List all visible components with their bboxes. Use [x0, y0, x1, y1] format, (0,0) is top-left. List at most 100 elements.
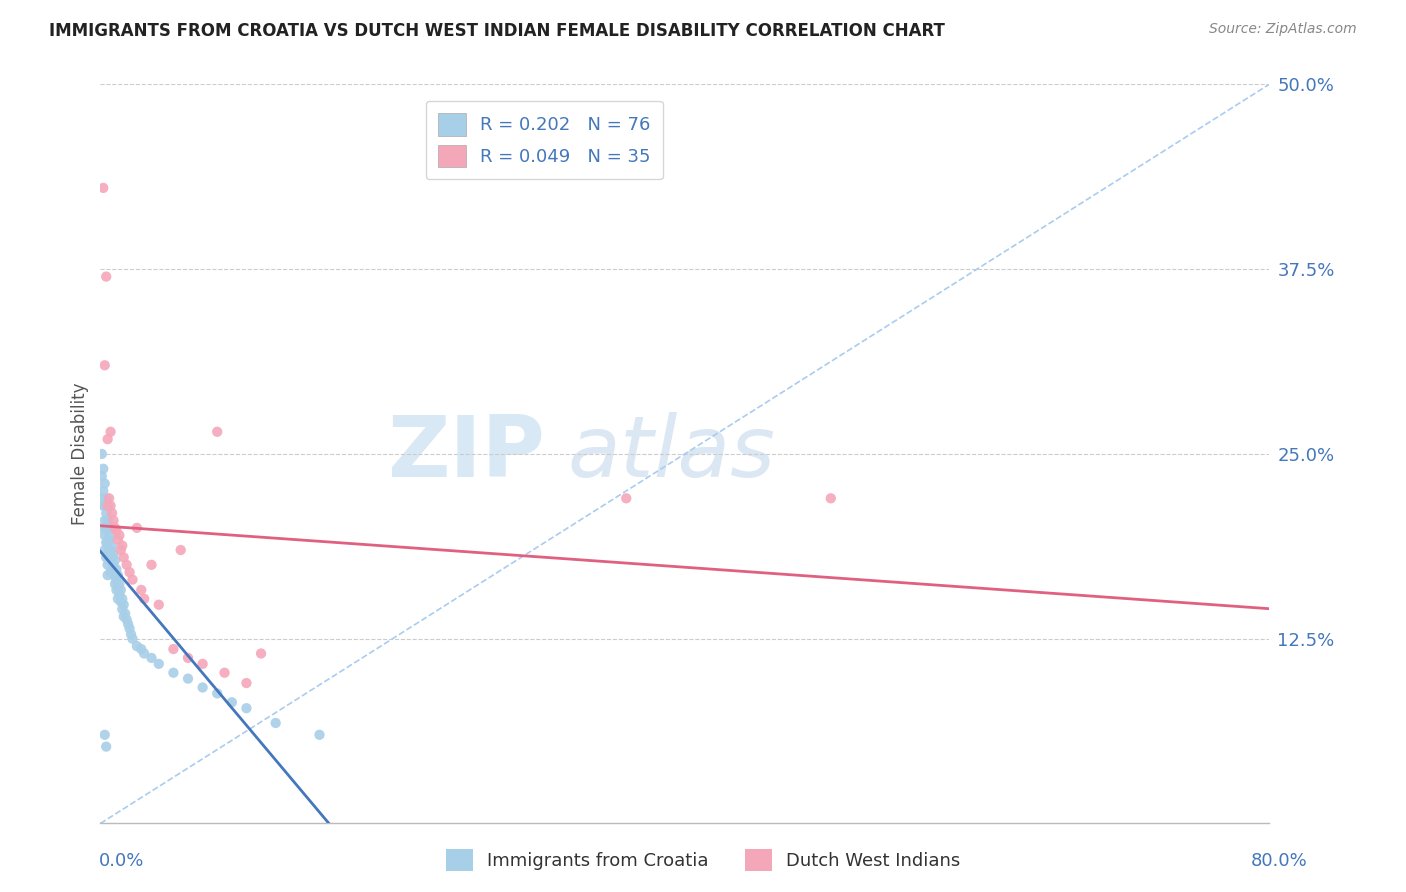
Point — [103, 568, 125, 582]
Point — [100, 553, 122, 567]
Point — [100, 543, 122, 558]
Text: IMMIGRANTS FROM CROATIA VS DUTCH WEST INDIAN FEMALE DISABILITY CORRELATION CHART: IMMIGRANTS FROM CROATIA VS DUTCH WEST IN… — [49, 22, 945, 40]
Point — [110, 543, 132, 558]
Point — [93, 359, 115, 373]
Point — [97, 548, 120, 562]
Point — [93, 728, 115, 742]
Point — [120, 627, 142, 641]
Point — [235, 701, 257, 715]
Point — [111, 602, 134, 616]
Point — [121, 632, 143, 646]
Point — [96, 739, 118, 754]
Point — [91, 499, 114, 513]
Point — [125, 521, 148, 535]
Point — [97, 568, 120, 582]
Point — [112, 598, 135, 612]
Point — [134, 591, 156, 606]
Point — [96, 491, 118, 506]
Point — [117, 616, 139, 631]
Point — [97, 499, 120, 513]
Point — [214, 665, 236, 680]
Point — [205, 686, 228, 700]
Point — [177, 672, 200, 686]
Point — [91, 521, 114, 535]
Point — [100, 499, 122, 513]
Point — [91, 181, 114, 195]
Point — [114, 607, 136, 621]
Point — [141, 651, 163, 665]
Point — [162, 642, 184, 657]
Point — [110, 582, 132, 597]
Point — [129, 642, 152, 657]
Point — [101, 539, 124, 553]
Point — [148, 657, 170, 671]
Text: atlas: atlas — [568, 412, 776, 495]
Point — [90, 447, 112, 461]
Point — [107, 533, 129, 547]
Point — [93, 543, 115, 558]
Point — [104, 577, 127, 591]
Point — [105, 524, 128, 538]
Point — [115, 558, 138, 572]
Point — [134, 647, 156, 661]
Point — [97, 524, 120, 538]
Point — [108, 528, 131, 542]
Point — [100, 425, 122, 439]
Point — [97, 432, 120, 446]
Point — [250, 647, 273, 661]
Point — [98, 533, 121, 547]
Point — [97, 499, 120, 513]
Point — [118, 621, 141, 635]
Point — [125, 639, 148, 653]
Point — [90, 469, 112, 483]
Point — [104, 565, 127, 579]
Point — [97, 513, 120, 527]
Text: 0.0%: 0.0% — [98, 852, 143, 870]
Point — [90, 491, 112, 506]
Point — [221, 695, 243, 709]
Point — [111, 591, 134, 606]
Point — [110, 595, 132, 609]
Point — [121, 573, 143, 587]
Point — [108, 577, 131, 591]
Point — [105, 562, 128, 576]
Legend: Immigrants from Croatia, Dutch West Indians: Immigrants from Croatia, Dutch West Indi… — [439, 842, 967, 879]
Legend: R = 0.202   N = 76, R = 0.049   N = 35: R = 0.202 N = 76, R = 0.049 N = 35 — [426, 101, 664, 179]
Point — [104, 553, 127, 567]
Point — [141, 558, 163, 572]
Point — [107, 580, 129, 594]
Point — [105, 582, 128, 597]
Point — [103, 548, 125, 562]
Point — [104, 521, 127, 535]
Point — [93, 476, 115, 491]
Point — [308, 728, 330, 742]
Point — [98, 543, 121, 558]
Point — [97, 558, 120, 572]
Point — [177, 651, 200, 665]
Point — [93, 513, 115, 527]
Point — [98, 521, 121, 535]
Point — [93, 499, 115, 513]
Point — [112, 609, 135, 624]
Point — [96, 506, 118, 520]
Point — [191, 681, 214, 695]
Point — [111, 539, 134, 553]
Point — [148, 598, 170, 612]
Point — [105, 573, 128, 587]
Point — [96, 550, 118, 565]
Point — [107, 591, 129, 606]
Point — [100, 565, 122, 579]
Point — [614, 491, 637, 506]
Point — [91, 461, 114, 475]
Point — [205, 425, 228, 439]
Text: Source: ZipAtlas.com: Source: ZipAtlas.com — [1209, 22, 1357, 37]
Point — [98, 491, 121, 506]
Point — [103, 513, 125, 527]
Point — [93, 528, 115, 542]
Point — [118, 565, 141, 579]
Point — [820, 491, 842, 506]
Point — [100, 528, 122, 542]
Point — [101, 550, 124, 565]
Y-axis label: Female Disability: Female Disability — [72, 383, 89, 525]
Point — [107, 568, 129, 582]
